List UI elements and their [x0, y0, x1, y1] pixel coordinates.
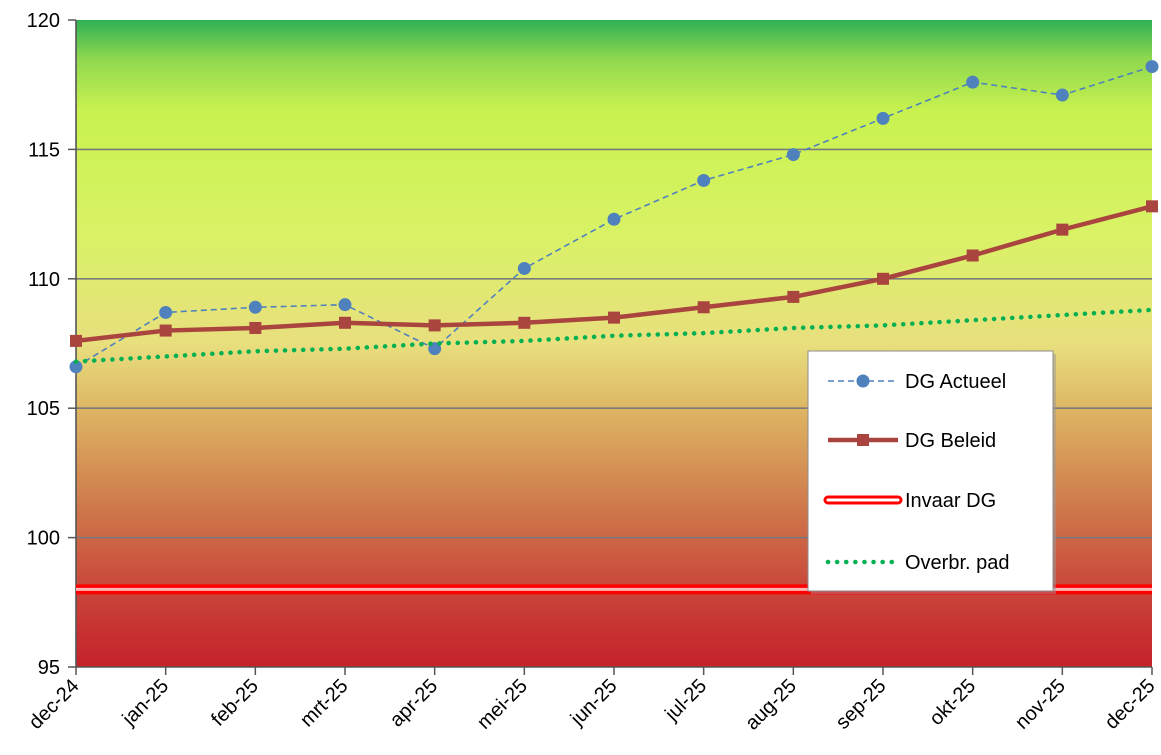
point-dg-actueel [248, 300, 262, 314]
legend-label: Invaar DG [905, 490, 996, 512]
point-dg-beleid [877, 272, 889, 285]
point-dg-beleid [159, 324, 172, 337]
point-dg-beleid [428, 319, 441, 332]
point-dg-beleid [966, 249, 979, 262]
point-dg-beleid [518, 316, 531, 329]
point-dg-beleid [339, 316, 351, 329]
point-dg-actueel [697, 173, 711, 187]
x-tick-label: okt-25 [925, 675, 980, 730]
point-dg-actueel [786, 148, 800, 162]
x-tick-label: mei-25 [473, 675, 532, 734]
point-dg-beleid [608, 311, 620, 324]
x-tick-label: jun-25 [566, 675, 622, 731]
point-dg-beleid [70, 334, 82, 347]
point-dg-actueel [607, 212, 621, 226]
point-dg-actueel [517, 261, 531, 275]
point-dg-actueel [338, 298, 352, 312]
x-tick-label: apr-25 [386, 675, 442, 731]
legend-label: DG Actueel [905, 371, 1006, 393]
series-line-overbr-pad [73, 307, 1155, 364]
point-dg-actueel [1145, 60, 1159, 74]
y-tick-label: 120 [27, 10, 60, 32]
point-dg-beleid [1146, 200, 1158, 213]
point-dg-actueel [876, 111, 890, 125]
y-tick-label: 110 [28, 269, 60, 291]
x-tick-label: nov-25 [1011, 675, 1070, 734]
point-dg-actueel [159, 305, 173, 319]
x-tick-label: dec-25 [1101, 675, 1160, 734]
x-tick-label: aug-25 [741, 675, 801, 735]
legend-box [807, 350, 1054, 592]
x-tick-label: jul-25 [660, 675, 711, 726]
x-tick-label: mrt-25 [296, 675, 352, 731]
x-tick-label: sep-25 [832, 675, 891, 734]
legend-swatch-marker [856, 374, 870, 388]
legend-swatch-marker [857, 434, 869, 446]
x-tick-label: jan-25 [118, 675, 174, 731]
y-tick-label: 100 [27, 528, 60, 550]
point-dg-beleid [697, 301, 710, 314]
point-dg-beleid [1056, 223, 1069, 236]
y-tick-label: 95 [38, 657, 60, 679]
point-dg-beleid [787, 290, 800, 303]
point-dg-beleid [249, 321, 262, 334]
point-dg-actueel [1055, 88, 1069, 102]
y-tick-label: 105 [27, 398, 60, 420]
legend-label: DG Beleid [905, 430, 996, 452]
point-dg-actueel [69, 360, 83, 374]
legend-label: Overbr. pad [905, 552, 1010, 574]
x-tick-label: dec-24 [25, 675, 84, 734]
x-tick-label: feb-25 [207, 675, 263, 731]
legend: DG Actueel DG Beleid Invaar DG Overbr. pad [807, 350, 1056, 594]
point-dg-actueel [966, 75, 980, 89]
y-tick-label: 115 [28, 139, 60, 161]
